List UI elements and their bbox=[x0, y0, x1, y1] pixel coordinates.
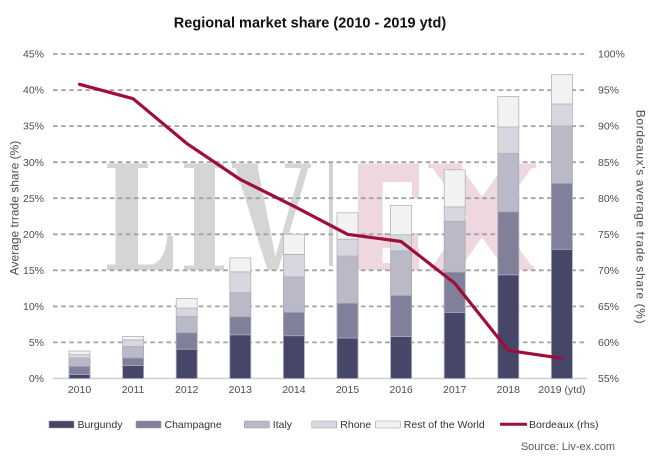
svg-text:2016: 2016 bbox=[389, 384, 413, 396]
svg-text:30%: 30% bbox=[23, 157, 44, 169]
svg-text:25%: 25% bbox=[23, 193, 44, 205]
svg-text:2013: 2013 bbox=[229, 384, 253, 396]
svg-text:55%: 55% bbox=[598, 373, 619, 385]
svg-text:80%: 80% bbox=[598, 193, 619, 205]
svg-text:10%: 10% bbox=[23, 301, 44, 313]
svg-text:2015: 2015 bbox=[336, 384, 360, 396]
svg-text:65%: 65% bbox=[598, 301, 619, 313]
svg-text:Bordeaux's average trade share: Bordeaux's average trade share (%) bbox=[634, 110, 648, 325]
svg-text:70%: 70% bbox=[598, 265, 619, 277]
svg-text:90%: 90% bbox=[598, 121, 619, 133]
svg-text:Regional market share (2010 -: Regional market share (2010 - 2019 ytd) bbox=[174, 16, 447, 32]
svg-text:Average trrade share (%): Average trrade share (%) bbox=[8, 141, 22, 276]
svg-text:35%: 35% bbox=[23, 121, 44, 133]
svg-text:2014: 2014 bbox=[282, 384, 306, 396]
svg-text:5%: 5% bbox=[29, 337, 44, 349]
svg-text:15%: 15% bbox=[23, 265, 44, 277]
svg-text:100%: 100% bbox=[598, 49, 625, 61]
svg-text:2017: 2017 bbox=[443, 384, 467, 396]
svg-text:Bordeaux (rhs): Bordeaux (rhs) bbox=[529, 419, 598, 431]
svg-text:45%: 45% bbox=[23, 49, 44, 61]
svg-text:95%: 95% bbox=[598, 85, 619, 97]
svg-text:2019 (ytd): 2019 (ytd) bbox=[538, 384, 585, 396]
svg-text:Burgundy: Burgundy bbox=[78, 419, 124, 431]
svg-text:Italy: Italy bbox=[273, 419, 293, 431]
svg-text:0%: 0% bbox=[29, 373, 44, 385]
svg-text:85%: 85% bbox=[598, 157, 619, 169]
svg-text:Champagne: Champagne bbox=[165, 419, 222, 431]
svg-text:40%: 40% bbox=[23, 85, 44, 97]
svg-text:2012: 2012 bbox=[175, 384, 199, 396]
svg-text:2010: 2010 bbox=[68, 384, 92, 396]
svg-text:2018: 2018 bbox=[497, 384, 521, 396]
svg-text:Rhone: Rhone bbox=[340, 419, 371, 431]
svg-text:75%: 75% bbox=[598, 229, 619, 241]
svg-text:2011: 2011 bbox=[122, 384, 145, 396]
svg-text:Rest of the World: Rest of the World bbox=[404, 419, 485, 431]
svg-text:60%: 60% bbox=[598, 337, 619, 349]
svg-text:Source: Liv-ex.com: Source: Liv-ex.com bbox=[521, 441, 615, 453]
svg-text:20%: 20% bbox=[23, 229, 44, 241]
